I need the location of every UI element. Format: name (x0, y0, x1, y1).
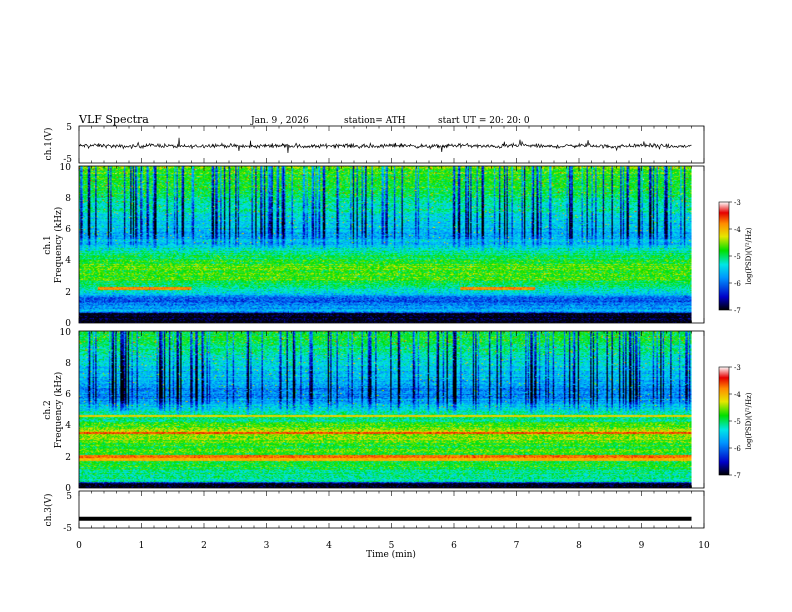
ch1-ytick-bottom: -5 (63, 155, 72, 165)
colorbar-ch2-ticks: -3 -4 -5 -6 -7 (729, 364, 741, 480)
colorbar-tick-label: -3 (734, 364, 741, 372)
ch1-spectrogram-xticks (78, 166, 705, 323)
ch2-spectrogram-yticks: 0 2 4 6 8 10 (60, 328, 72, 494)
colorbar-tick-label: -3 (734, 199, 741, 207)
ch1-ytick-10: 10 (60, 163, 72, 173)
ch2-spectrogram-panel: 0 2 4 6 8 10 ch.2Frequency (kHz) (43, 328, 705, 494)
ch2-spectrogram-xticks (78, 331, 705, 488)
start-ut-label: start UT = 20: 20: 0 (438, 116, 530, 126)
colorbar-ch2-label: log(PSD)(V²/Hz) (745, 392, 753, 449)
ch2-ytick-0: 0 (65, 484, 71, 494)
ch1-spectrogram-yticks: 0 2 4 6 8 10 (60, 163, 72, 329)
ch1-waveform-ylabel: ch.1(V) (43, 128, 54, 161)
colorbar-tick-label: -6 (734, 445, 741, 453)
x-tick-label: 1 (139, 541, 145, 551)
ch1-waveform-trace (78, 137, 692, 153)
ch3-ytick-bottom: -5 (63, 524, 72, 534)
ch2-ytick-2: 2 (65, 453, 71, 463)
x-tick-label: 5 (389, 541, 395, 551)
figure-title: VLF Spectra (78, 113, 149, 126)
ch3-waveform-xticks (78, 491, 705, 528)
ch3-waveform-trace (79, 516, 692, 521)
date-label: Jan. 9 , 2026 (250, 116, 309, 126)
x-tick-label: 2 (201, 541, 207, 551)
x-axis-label: Time (min) (366, 549, 416, 560)
colorbar-ch2-scale (719, 367, 729, 475)
x-tick-label: 10 (698, 541, 710, 551)
colorbar-ch1: -3 -4 -5 -6 -7 log(PSD)(V²/Hz) (718, 199, 753, 315)
x-tick-label: 4 (326, 541, 332, 551)
x-tick-label: 6 (451, 541, 457, 551)
x-tick-label: 0 (76, 541, 82, 551)
colorbar-tick-label: -7 (734, 472, 741, 480)
ch2-spectrogram-ylabel: ch.2Frequency (kHz) (43, 372, 64, 449)
colorbar-tick-label: -4 (734, 226, 741, 234)
ch2-ytick-10: 10 (60, 328, 72, 338)
x-tick-label: 8 (576, 541, 582, 551)
ch1-ytick-2: 2 (65, 288, 71, 298)
x-tick-label: 9 (639, 541, 645, 551)
ch1-ytick-4: 4 (65, 256, 71, 266)
ch3-waveform-frame (78, 490, 705, 529)
ch1-ytick-top: 5 (66, 123, 72, 133)
ch1-spectrogram-ylabel: ch.1Frequency (kHz) (43, 207, 64, 284)
x-axis-tick-labels: 0 1 2 3 4 5 6 7 8 9 10 (76, 541, 710, 551)
colorbar-tick-label: -4 (734, 391, 741, 399)
ch2-ytick-8: 8 (65, 359, 71, 369)
ch3-waveform-panel: 5 -5 ch.3(V) (43, 490, 705, 534)
ch2-ytick-6: 6 (65, 390, 71, 400)
ch2-spectrogram-image (79, 331, 704, 488)
ch1-ytick-8: 8 (65, 194, 71, 204)
ch1-waveform-panel: 5 -5 ch.1(V) (43, 123, 705, 165)
colorbar-tick-label: -5 (734, 253, 741, 261)
x-tick-label: 7 (514, 541, 520, 551)
colorbar-ch1-label: log(PSD)(V²/Hz) (745, 227, 753, 284)
ch3-waveform-ylabel: ch.3(V) (43, 494, 54, 527)
colorbar-tick-label: -7 (734, 307, 741, 315)
ch1-spectrogram-panel: 0 2 4 6 8 10 ch.1Frequency (kHz) (43, 163, 705, 329)
ch1-waveform-xticks (78, 126, 705, 163)
ch1-waveform-frame (78, 125, 705, 164)
colorbar-tick-label: -5 (734, 418, 741, 426)
station-label: station= ATH (344, 116, 406, 126)
ch1-spectrogram-image (79, 166, 704, 323)
colorbar-ch2: -3 -4 -5 -6 -7 log(PSD)(V²/Hz) (718, 364, 753, 480)
colorbar-tick-label: -6 (734, 280, 741, 288)
ch1-ytick-6: 6 (65, 225, 71, 235)
ch2-ytick-4: 4 (65, 421, 71, 431)
x-tick-label: 3 (264, 541, 270, 551)
ch1-ytick-0: 0 (65, 319, 71, 329)
colorbar-ch1-scale (719, 202, 729, 310)
ch1-waveform-line (78, 137, 692, 153)
colorbar-ch1-ticks: -3 -4 -5 -6 -7 (729, 199, 741, 315)
ch3-ytick-top: 5 (66, 492, 72, 502)
